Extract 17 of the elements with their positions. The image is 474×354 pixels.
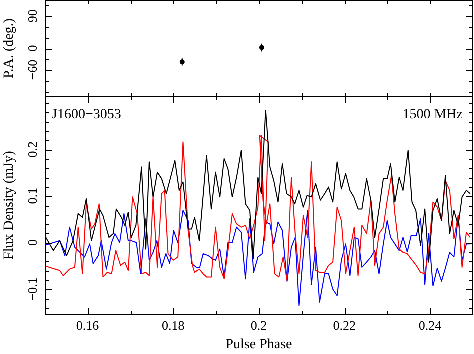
x-tick-label: 0.2 [250, 318, 268, 334]
y-tick-label: 90 [24, 10, 40, 23]
y-tick-label: 0.2 [24, 141, 40, 158]
y-tick-label: −0.1 [24, 278, 40, 302]
y-axis-title: P.A. (deg.) [2, 18, 18, 78]
x-tick-label: 0.18 [162, 318, 185, 334]
y-tick-label: 0 [24, 45, 40, 52]
annotation: 1500 MHz [402, 108, 463, 123]
y-tick-label: 0.1 [24, 188, 40, 204]
x-axis-title: Pulse Phase [226, 337, 292, 352]
y-tick-label: 0 [24, 240, 40, 246]
y-axis-title: Flux Density (mJy) [2, 150, 18, 260]
x-tick-label: 0.16 [76, 318, 100, 334]
x-tick-label: 0.22 [333, 318, 356, 334]
annotation: J1600−3053 [52, 108, 122, 123]
x-tick-label: 0.24 [418, 318, 442, 334]
y-tick-label: −60 [24, 60, 40, 80]
